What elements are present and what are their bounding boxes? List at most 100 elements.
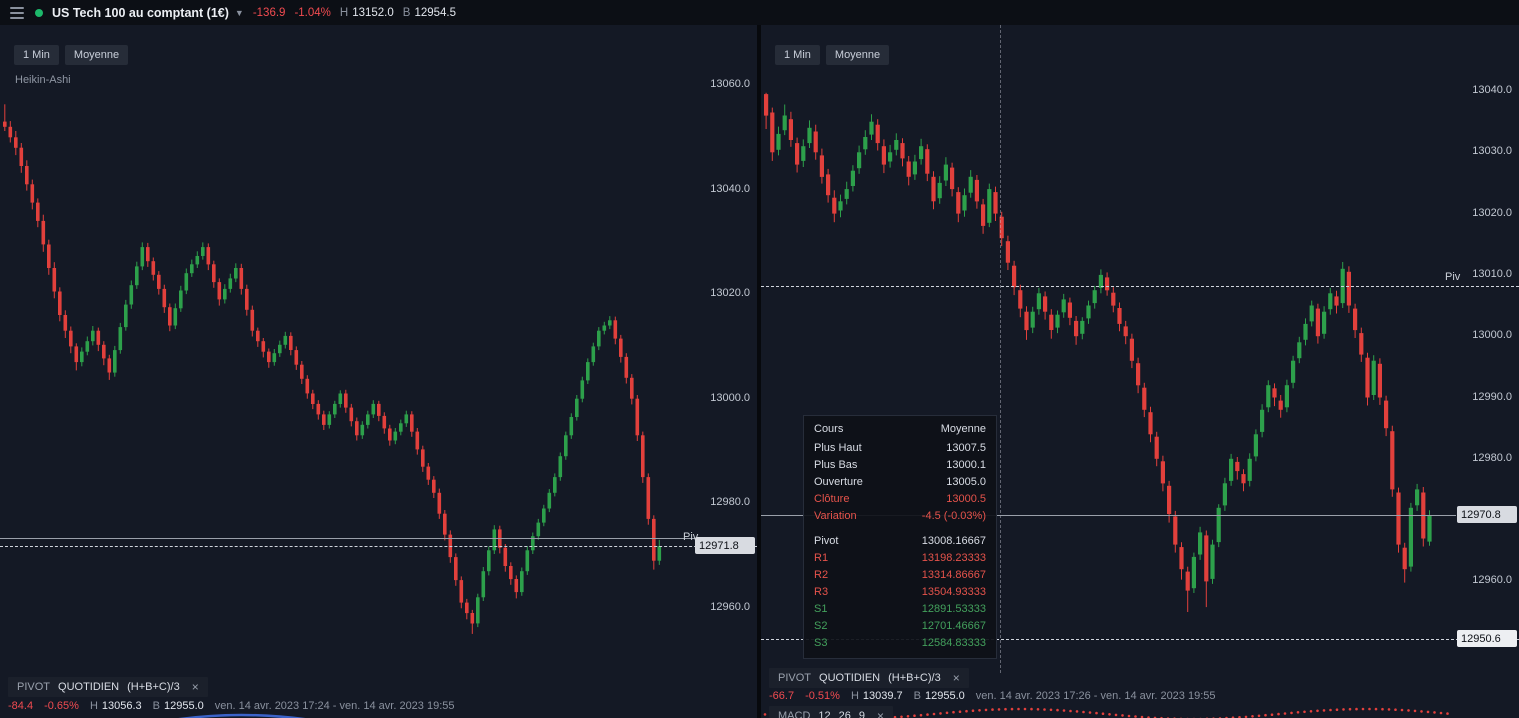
pivot-line[interactable] [761,286,1519,287]
time-range: ven. 14 avr. 2023 17:26 - ven. 14 avr. 2… [975,690,1216,702]
tooltip-value: -4.5 (-0.03%) [921,509,986,522]
tooltip-row: Ouverture 13005.0 [804,473,996,490]
instrument-high: H 13152.0 [339,6,394,19]
y-axis-label: 13040.0 [710,182,750,195]
tooltip-value: 13000.1 [946,458,986,471]
session-change: -84.4 [8,700,34,712]
y-axis-label: 13010.0 [1472,267,1512,280]
instrument-low: B 12954.5 [402,6,457,19]
tooltip-label: S1 [814,602,828,615]
tooltip-label: Clôture [814,492,850,505]
close-icon[interactable]: × [191,680,199,694]
menu-icon[interactable] [10,6,24,19]
tooltip-row: Plus Haut 13007.5 [804,439,996,456]
price-axis[interactable]: 13040.0 13030.0 13020.0 13010.0 13000.0 12990… [1457,25,1519,718]
current-price-box: 12970.8 [1457,506,1517,523]
lower-level-line[interactable] [761,639,1519,640]
indicator-button[interactable]: Moyenne [64,45,129,65]
y-axis-label: 12990.0 [1472,390,1512,403]
y-axis-label: 12980.0 [710,496,750,509]
tooltip-value: 13008.16667 [921,534,986,547]
tooltip-row: S3 12584.83333 [804,634,996,651]
tooltip-row: S2 12701.46667 [804,617,996,634]
pivot-line-label: Piv [1445,271,1461,283]
tooltip-row: Clôture 13000.5 [804,490,996,507]
tooltip-label: Pivot [814,534,839,547]
instrument-change: -136.9 [252,6,286,19]
session-change-pct: -0.51% [805,690,840,702]
y-axis-label: 13000.0 [1472,329,1512,342]
time-range: ven. 14 avr. 2023 17:24 - ven. 14 avr. 2… [214,700,455,712]
y-axis-label: 13030.0 [1472,145,1512,158]
macd-param-2: 26 [838,710,851,718]
y-axis-label: 12980.0 [1472,451,1512,464]
chart-toolbar: 1 Min Moyenne [14,45,129,65]
close-icon[interactable]: × [952,671,960,685]
tooltip-value: 13007.5 [946,441,986,454]
candlestick-chart[interactable] [0,25,695,718]
session-low: B 12955.0 [913,690,965,702]
session-change-pct: -0.65% [44,700,79,712]
chart-type-label: Heikin-Ashi [15,74,71,86]
tooltip-label: Plus Haut [814,441,862,454]
price-axis[interactable]: 13060.0 13040.0 13020.0 13000.0 12980.0 12960… [695,25,757,718]
indicator-formula: (H+B+C)/3 [888,672,941,684]
timeframe-button[interactable]: 1 Min [775,45,820,65]
tooltip-row: Plus Bas 13000.1 [804,456,996,473]
tooltip-label: R1 [814,551,829,564]
status-row: -84.4 -0.65% H 13056.3 B 12955.0 ven. 14 a… [8,700,455,712]
tooltip-row: Variation -4.5 (-0.03%) [804,507,996,524]
tooltip-header-left: Cours [814,423,844,435]
tooltip-label: S3 [814,636,828,649]
pivot-price-box: 12971.8 [695,537,755,554]
pivot-line[interactable] [0,546,757,547]
instrument-change-pct: -1.04% [294,6,331,19]
indicator-period: QUOTIDIEN [58,681,120,693]
chart-panel-left: 13060.0 13040.0 13020.0 13000.0 12980.0 12960… [0,25,757,718]
indicator-period: QUOTIDIEN [819,672,881,684]
tooltip-value: 13314.86667 [921,568,986,581]
chart-toolbar: 1 Min Moyenne [775,45,890,65]
session-low: B 12955.0 [152,700,204,712]
indicator-name: PIVOT [778,672,812,684]
tooltip-row: S1 12891.53333 [804,600,996,617]
tooltip-value: 12701.46667 [921,619,986,632]
close-icon[interactable]: × [877,709,885,718]
tooltip-value: 12891.53333 [921,602,986,615]
tooltip-value: 13198.23333 [921,551,986,564]
session-high: H 13039.7 [850,690,903,702]
tooltip-row: R2 13314.86667 [804,566,996,583]
tooltip-header: Cours Moyenne [804,421,996,439]
tooltip-value: 13005.0 [946,475,986,488]
macd-param-1: 12 [818,710,831,718]
candlestick-chart[interactable] [761,25,1456,718]
session-break-line [1000,25,1001,673]
market-open-dot [35,8,43,17]
instrument-title[interactable]: US Tech 100 au comptant (1€) [52,5,229,20]
indicator-row-pivot: PIVOT QUOTIDIEN (H+B+C)/3 × [769,668,969,688]
tooltip-label: Variation [814,509,857,522]
macd-param-3: 9 [858,710,866,718]
current-price-line [0,538,695,539]
chevron-down-icon[interactable]: ▼ [234,7,244,18]
indicator-row-macd: MACD 12 26 9 × [769,706,894,718]
tooltip-label: R2 [814,568,829,581]
current-price-line [761,515,1456,516]
status-row: -66.7 -0.51% H 13039.7 B 12955.0 ven. 14 a… [769,690,1216,702]
data-tooltip: Cours Moyenne Plus Haut 13007.5 Plus Bas 13… [803,415,997,659]
tooltip-row: R3 13504.93333 [804,583,996,600]
tooltip-label: R3 [814,585,829,598]
y-axis-label: 13020.0 [710,287,750,300]
session-high: H 13056.3 [89,700,142,712]
top-bar: US Tech 100 au comptant (1€) ▼ -136.9 -1… [0,0,1519,25]
indicator-row-pivot: PIVOT QUOTIDIEN (H+B+C)/3 × [8,677,208,697]
tooltip-row: R1 13198.23333 [804,549,996,566]
y-axis-label: 12960.0 [1472,574,1512,587]
tooltip-value: 13504.93333 [921,585,986,598]
tooltip-row: Pivot 13008.16667 [804,532,996,549]
indicator-button[interactable]: Moyenne [825,45,890,65]
indicator-formula: (H+B+C)/3 [127,681,180,693]
indicator-name: PIVOT [17,681,51,693]
timeframe-button[interactable]: 1 Min [14,45,59,65]
lower-price-box: 12950.6 [1457,630,1517,647]
